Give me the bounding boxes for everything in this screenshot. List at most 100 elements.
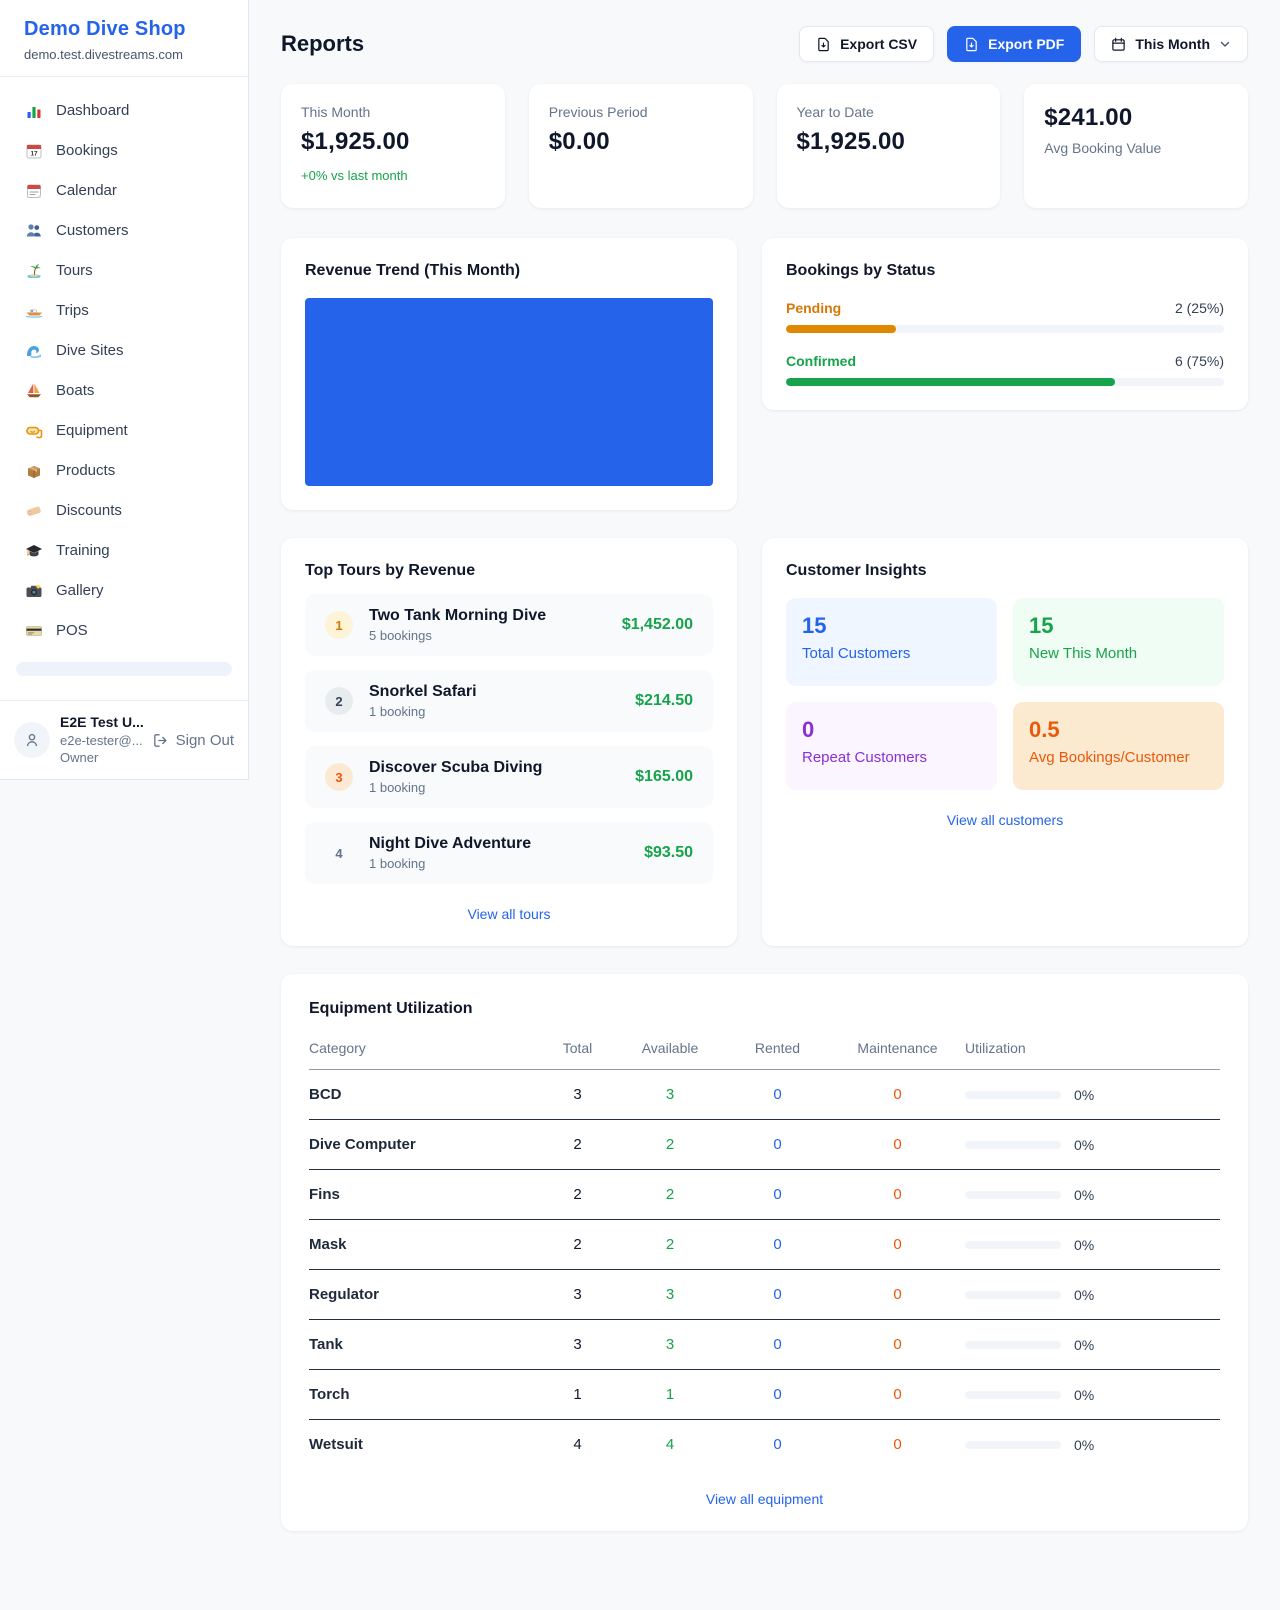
label-tag-icon	[24, 501, 43, 520]
cell-category: BCD	[309, 1069, 540, 1120]
stat-value: $241.00	[1044, 104, 1133, 131]
status-label: Pending	[786, 300, 842, 316]
period-dropdown[interactable]: This Month	[1094, 26, 1248, 62]
sidebar-item-label: Bookings	[56, 142, 118, 159]
tour-row: 2 Snorkel Safari 1 booking $214.50	[305, 670, 713, 732]
insights-grid: 15 Total Customers 15 New This Month 0 R…	[786, 598, 1224, 790]
tile-label: Avg Bookings/Customer	[1029, 749, 1190, 766]
cell-rented: 0	[725, 1319, 830, 1370]
brand-name: Demo Dive Shop	[24, 18, 186, 40]
table-row: Torch 1 1 0 0 0%	[309, 1369, 1220, 1420]
tile-value: 15	[802, 613, 827, 638]
view-all-equipment-link[interactable]: View all equipment	[705, 1491, 824, 1507]
utilization-bar	[965, 1290, 1061, 1299]
file-download-icon	[966, 37, 977, 51]
tour-revenue: $165.00	[635, 768, 693, 785]
sign-out-button[interactable]: Sign Out	[152, 732, 234, 749]
cell-category: Tank	[309, 1319, 540, 1370]
rank-badge: 3	[325, 763, 353, 791]
export-csv-button[interactable]: Export CSV	[799, 26, 935, 62]
stat-delta: +0% vs last month	[301, 168, 408, 183]
tile-value: 0	[802, 717, 815, 742]
customer-insights-card: Customer Insights 15 Total Customers 15 …	[762, 538, 1248, 946]
sidebar-item-label: Dive Sites	[56, 342, 124, 359]
user-email: e2e-tester@...	[60, 732, 143, 748]
equipment-utilization-title: Equipment Utilization	[309, 1000, 473, 1017]
sidebar-item-boats[interactable]: Boats	[8, 371, 240, 410]
sidebar-item-discounts[interactable]: Discounts	[8, 491, 240, 530]
cell-rented: 0	[725, 1169, 830, 1220]
sidebar-item-gallery[interactable]: Gallery	[8, 571, 240, 610]
view-all-tours-link[interactable]: View all tours	[467, 906, 551, 922]
sidebar-item-calendar[interactable]: Calendar	[8, 171, 240, 210]
page-title: Reports	[281, 31, 365, 56]
sidebar-item-label: Tours	[56, 262, 93, 279]
sidebar-item-trips[interactable]: Trips	[8, 291, 240, 330]
sidebar-item-equipment[interactable]: Equipment	[8, 411, 240, 450]
tour-revenue: $214.50	[635, 692, 693, 709]
sidebar: Demo Dive Shop demo.test.divestreams.com…	[0, 0, 249, 780]
sidebar-item-products[interactable]: Products	[8, 451, 240, 490]
cell-category: Fins	[309, 1169, 540, 1220]
column-header: Maintenance	[830, 1030, 965, 1070]
desert-island-icon	[24, 261, 43, 280]
sidebar-item-label: Boats	[56, 382, 95, 399]
calendar-icon	[1112, 37, 1126, 51]
utilization-percent: 0%	[1074, 1336, 1095, 1353]
utilization-percent: 0%	[1074, 1136, 1095, 1153]
tour-bookings: 1 booking	[369, 856, 426, 871]
sidebar-nav: Dashboard 17 Bookings Calendar Customers…	[0, 77, 248, 700]
tile-value: 15	[1029, 613, 1054, 638]
cell-available: 3	[615, 1319, 725, 1370]
stat-cards: This Month $1,925.00 +0% vs last month P…	[281, 84, 1248, 208]
column-header: Rented	[725, 1030, 830, 1070]
tour-row: 1 Two Tank Morning Dive 5 bookings $1,45…	[305, 594, 713, 656]
insights-row: Top Tours by Revenue 1 Two Tank Morning …	[281, 538, 1248, 946]
sidebar-item-label: Training	[56, 542, 110, 559]
stat-value: $1,925.00	[301, 128, 410, 155]
status-row-pending: Pending 2 (25%)	[786, 300, 1224, 333]
utilization-bar	[965, 1440, 1061, 1449]
sidebar-item-bookings[interactable]: 17 Bookings	[8, 131, 240, 170]
cell-available: 2	[615, 1169, 725, 1220]
svg-text:17: 17	[30, 150, 38, 157]
camera-icon	[24, 581, 43, 600]
cell-available: 2	[615, 1119, 725, 1170]
utilization-bar	[965, 1390, 1061, 1399]
revenue-trend-card: Revenue Trend (This Month)	[281, 238, 737, 510]
view-all-customers-link[interactable]: View all customers	[946, 812, 1064, 828]
cell-available: 1	[615, 1369, 725, 1420]
user-meta: E2E Test U... e2e-tester@... Owner	[60, 713, 144, 767]
sidebar-item-dashboard[interactable]: Dashboard	[8, 91, 240, 130]
sidebar-item-reports-partial[interactable]	[16, 662, 232, 676]
stat-label: Previous Period	[548, 104, 648, 120]
utilization-percent: 0%	[1074, 1286, 1095, 1303]
tile-total-customers: 15 Total Customers	[786, 598, 997, 686]
stat-value: $0.00	[548, 128, 610, 155]
cell-rented: 0	[725, 1369, 830, 1420]
tour-row: 4 Night Dive Adventure 1 booking $93.50	[305, 822, 713, 884]
sailboat-icon	[24, 381, 43, 400]
sidebar-item-label: POS	[56, 622, 88, 639]
cell-category: Mask	[309, 1219, 540, 1270]
calendar-date-icon: 17	[24, 141, 43, 160]
sidebar-item-training[interactable]: Training	[8, 531, 240, 570]
sidebar-item-customers[interactable]: Customers	[8, 211, 240, 250]
utilization-percent: 0%	[1074, 1386, 1095, 1403]
column-header: Utilization	[965, 1030, 1220, 1070]
table-row: Tank 3 3 0 0 0%	[309, 1319, 1220, 1370]
stat-label: This Month	[301, 104, 371, 120]
tour-bookings: 1 booking	[369, 780, 426, 795]
tile-new-this-month: 15 New This Month	[1013, 598, 1224, 686]
cell-category: Dive Computer	[309, 1119, 540, 1170]
cell-category: Wetsuit	[309, 1436, 363, 1453]
status-count: 6 (75%)	[1174, 353, 1224, 369]
sidebar-item-pos[interactable]: POS	[8, 611, 240, 650]
cell-available: 3	[615, 1269, 725, 1320]
bookings-by-status-title: Bookings by Status	[786, 262, 936, 279]
progress-fill	[786, 378, 1115, 386]
table-row: BCD 3 3 0 0 0%	[309, 1069, 1220, 1120]
export-pdf-button[interactable]: Export PDF	[947, 26, 1082, 62]
sidebar-item-dive-sites[interactable]: Dive Sites	[8, 331, 240, 370]
sidebar-item-tours[interactable]: Tours	[8, 251, 240, 290]
